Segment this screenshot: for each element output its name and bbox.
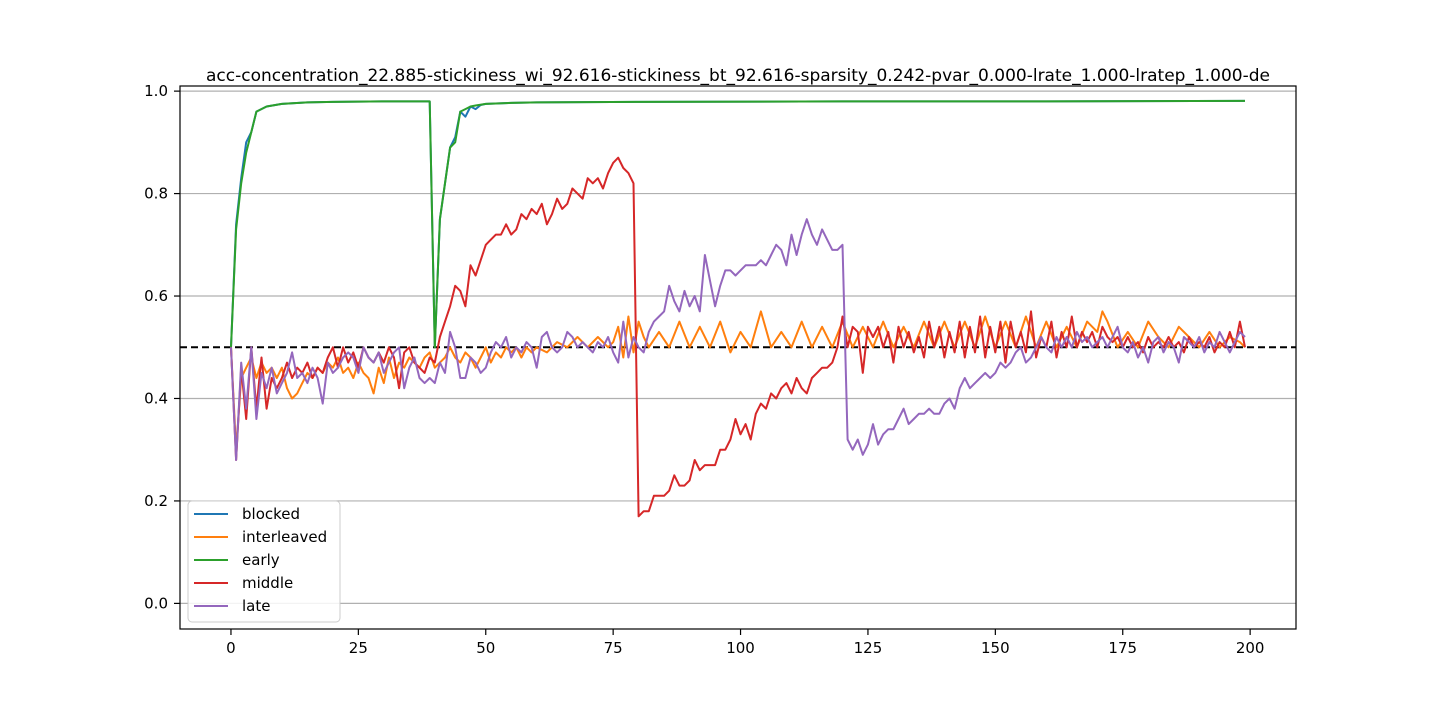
y-tick-label: 0.2 xyxy=(144,492,168,510)
x-tick-label: 150 xyxy=(981,639,1010,657)
series-line-late xyxy=(230,218,1246,461)
legend-label-middle: middle xyxy=(242,574,293,592)
x-tick-label: 125 xyxy=(854,639,883,657)
legend-label-interleaved: interleaved xyxy=(242,528,327,546)
x-tick-label: 175 xyxy=(1108,639,1137,657)
series-line-early xyxy=(230,99,1246,349)
axes-frame xyxy=(179,85,1297,630)
x-axis-ticks: 0 25 50 75 100 125 150 175 200 xyxy=(226,629,1264,657)
y-tick-label: 0.4 xyxy=(144,389,168,407)
legend-box xyxy=(187,500,341,623)
y-tick-label: 0.0 xyxy=(144,594,168,612)
gridlines xyxy=(180,90,1296,604)
x-tick-label: 75 xyxy=(604,639,623,657)
x-tick-label: 100 xyxy=(726,639,755,657)
legend-label-early: early xyxy=(242,551,280,569)
series-line-middle xyxy=(230,156,1246,518)
y-tick-label: 0.8 xyxy=(144,185,168,203)
x-tick-label: 25 xyxy=(349,639,368,657)
series-lines xyxy=(230,99,1246,518)
legend-label-blocked: blocked xyxy=(242,505,300,523)
y-tick-label: 0.6 xyxy=(144,287,168,305)
x-tick-label: 200 xyxy=(1236,639,1265,657)
y-axis-ticks: 0.0 0.2 0.4 0.6 0.8 1.0 xyxy=(144,82,180,612)
x-tick-label: 50 xyxy=(476,639,495,657)
chart-title: acc-concentration_22.885-stickiness_wi_9… xyxy=(206,66,1270,86)
y-tick-label: 1.0 xyxy=(144,82,168,100)
x-tick-label: 0 xyxy=(226,639,236,657)
legend-label-late: late xyxy=(242,597,270,615)
legend: blocked interleaved early middle late xyxy=(187,500,341,623)
series-line-blocked xyxy=(230,99,1246,349)
